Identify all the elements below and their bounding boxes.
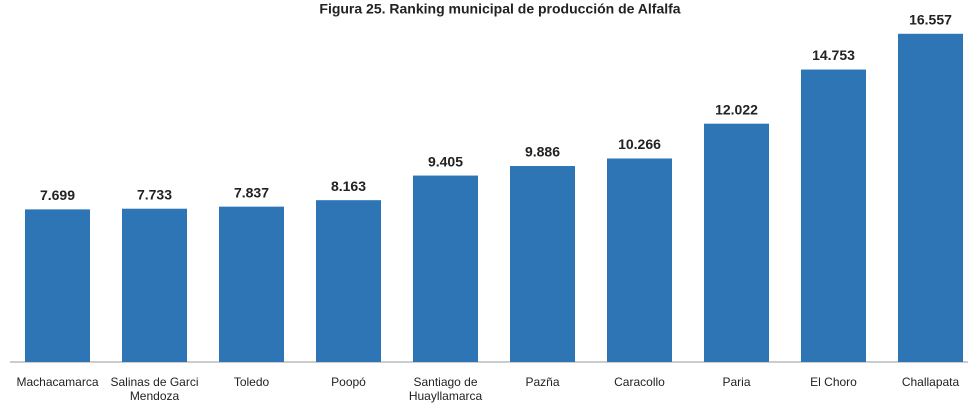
bar bbox=[219, 206, 284, 362]
data-label: 14.753 bbox=[812, 47, 855, 63]
x-tick-label: Salinas de Garci Mendoza bbox=[110, 375, 199, 403]
x-tick-label: Santiago de Huayllamarca bbox=[408, 375, 483, 403]
x-tick-label: Pazña bbox=[525, 375, 560, 389]
bar bbox=[607, 158, 672, 362]
bar bbox=[122, 208, 187, 362]
x-tick-label: Toledo bbox=[233, 375, 270, 389]
data-label: 8.163 bbox=[331, 178, 366, 194]
data-label: 9.886 bbox=[525, 144, 560, 160]
x-tick-label: Machacamarca bbox=[16, 375, 99, 389]
x-tick-label: Poopó bbox=[331, 375, 366, 389]
data-label: 9.405 bbox=[428, 153, 463, 169]
bar bbox=[801, 69, 866, 363]
data-label: 7.733 bbox=[137, 186, 172, 202]
bar bbox=[704, 123, 769, 363]
bar bbox=[413, 175, 478, 362]
data-label: 7.837 bbox=[234, 184, 269, 200]
chart-title: Figura 25. Ranking municipal de producci… bbox=[319, 1, 680, 17]
x-tick-label: Challapata bbox=[901, 375, 960, 389]
bar bbox=[316, 200, 381, 362]
bar bbox=[25, 209, 90, 362]
data-label: 16.557 bbox=[909, 11, 952, 27]
data-label: 12.022 bbox=[715, 101, 758, 117]
bar bbox=[898, 33, 963, 362]
x-tick-label: El Choro bbox=[810, 375, 857, 389]
data-label: 10.266 bbox=[618, 136, 661, 152]
bar bbox=[510, 166, 575, 362]
x-tick-label: Paria bbox=[722, 375, 751, 389]
x-tick-label: Caracollo bbox=[614, 375, 665, 389]
data-label: 7.699 bbox=[40, 187, 75, 203]
